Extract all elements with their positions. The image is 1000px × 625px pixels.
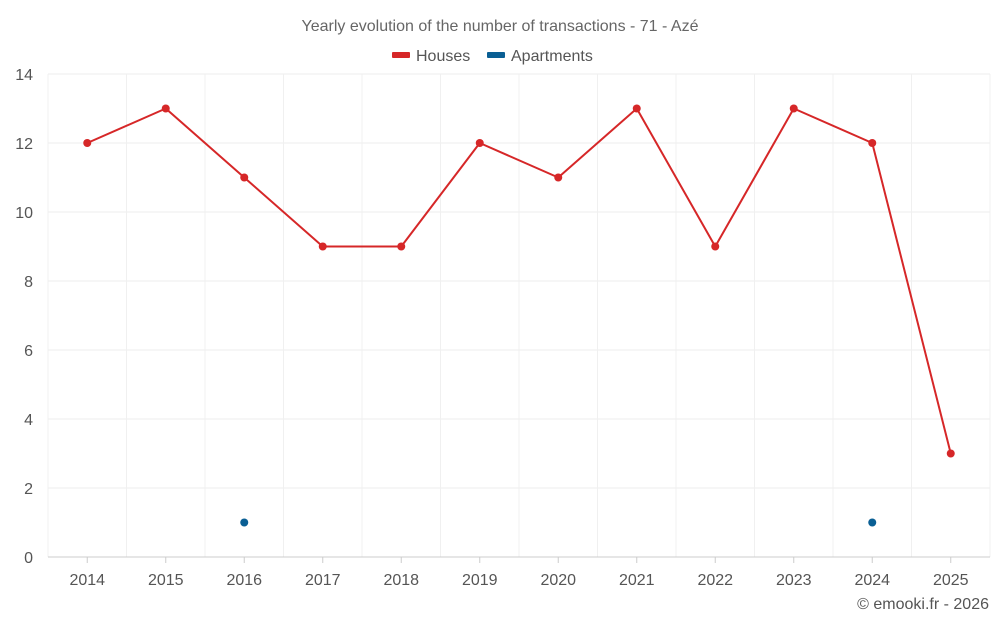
data-point-houses-2020[interactable] (554, 173, 563, 182)
x-tick-label: 2016 (226, 572, 262, 589)
y-tick-label: 0 (24, 550, 33, 567)
chart-title: Yearly evolution of the number of transa… (302, 18, 699, 35)
y-tick-label: 8 (24, 274, 33, 291)
legend-item-houses[interactable]: Houses (392, 48, 470, 65)
data-point-houses-2014[interactable] (83, 139, 92, 147)
series-houses (83, 104, 955, 458)
data-point-houses-2015[interactable] (161, 104, 170, 113)
legend-label: Houses (416, 48, 470, 65)
x-axis-ticks: 2014 2015 2016 2017 2018 2019 2020 2021 2022 2023… (69, 557, 969, 589)
data-point-houses-2021[interactable] (632, 104, 641, 113)
x-tick-label: 2023 (776, 572, 812, 589)
grid-lines (47, 73, 991, 557)
x-tick-label: 2018 (383, 572, 419, 589)
x-tick-label: 2022 (697, 572, 733, 589)
data-point-houses-2025[interactable] (946, 449, 955, 458)
legend: Houses Apartments (392, 48, 593, 65)
data-point-houses-2016[interactable] (240, 173, 249, 182)
x-tick-label: 2021 (619, 572, 655, 589)
data-point-houses-2018[interactable] (397, 242, 406, 251)
data-point-houses-2022[interactable] (711, 242, 720, 251)
credit-text: © emooki.fr - 2026 (857, 596, 989, 613)
data-point-houses-2023[interactable] (789, 104, 798, 113)
y-axis-ticks: 0 2 4 6 8 10 12 14 (15, 67, 33, 567)
legend-item-apartments[interactable]: Apartments (487, 48, 593, 65)
x-tick-label: 2017 (305, 572, 341, 589)
data-point-apartments-2016[interactable] (240, 518, 249, 527)
legend-label: Apartments (511, 48, 593, 65)
data-point-houses-2017[interactable] (318, 242, 327, 251)
data-point-houses-2024[interactable] (868, 139, 877, 147)
y-tick-label: 10 (15, 205, 33, 222)
legend-swatch (392, 52, 410, 58)
x-tick-label: 2025 (933, 572, 969, 589)
x-tick-label: 2019 (462, 572, 498, 589)
y-tick-label: 12 (15, 136, 33, 153)
series-apartments (240, 518, 877, 527)
series-line-houses (86, 107, 952, 454)
data-point-houses-2019[interactable] (475, 139, 484, 147)
x-tick-label: 2015 (148, 572, 184, 589)
y-tick-label: 6 (24, 343, 33, 360)
x-tick-label: 2024 (854, 572, 890, 589)
x-tick-label: 2020 (540, 572, 576, 589)
x-tick-label: 2014 (69, 572, 105, 589)
data-point-apartments-2024[interactable] (868, 518, 877, 527)
legend-swatch (487, 52, 505, 58)
y-tick-label: 2 (24, 481, 33, 498)
y-tick-label: 14 (15, 67, 33, 84)
series-layer (83, 104, 955, 527)
y-tick-label: 4 (24, 412, 33, 429)
